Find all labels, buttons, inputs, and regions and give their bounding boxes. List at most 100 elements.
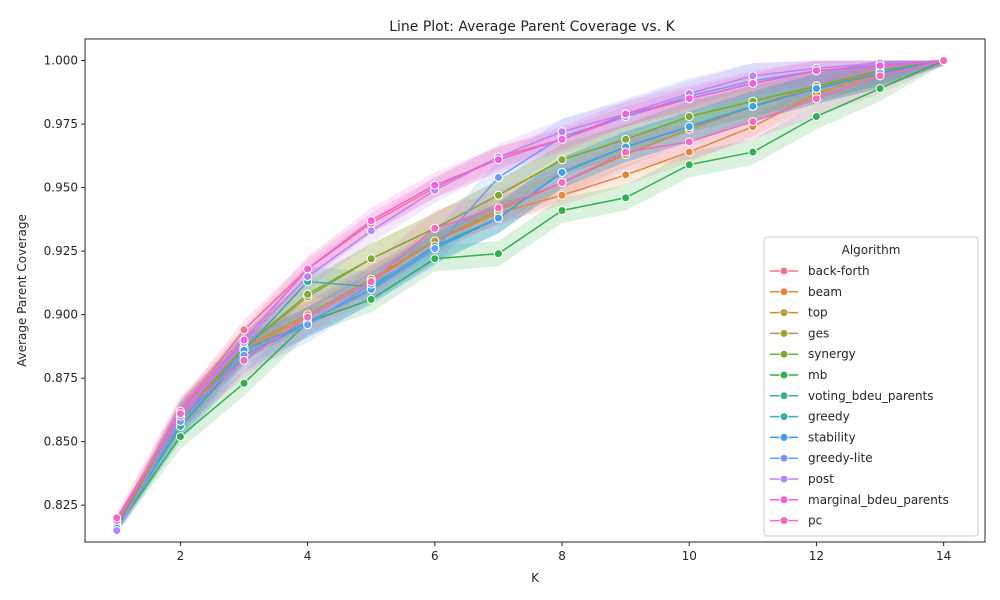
legend-items: back-forth beam top ges synergy mb voting_bdeu… xyxy=(770,264,949,528)
legend-box xyxy=(763,236,979,537)
data-point xyxy=(239,355,249,365)
data-point xyxy=(748,78,758,88)
x-tick-label: 12 xyxy=(809,549,824,563)
data-point xyxy=(557,167,567,177)
data-point xyxy=(621,170,631,180)
data-point xyxy=(684,160,694,170)
y-tick-label: 0.950 xyxy=(44,181,78,195)
data-point xyxy=(939,56,949,66)
legend-item: greedy xyxy=(770,410,850,424)
data-point xyxy=(239,335,249,345)
legend-marker xyxy=(779,328,789,338)
series-line-post xyxy=(116,59,944,531)
y-tick-label: 0.925 xyxy=(44,244,78,258)
legend-label: marginal_bdeu_parents xyxy=(808,493,949,507)
legend-label: ges xyxy=(808,326,829,340)
data-point xyxy=(493,172,503,182)
data-point xyxy=(811,84,821,94)
series-lines xyxy=(116,59,944,531)
data-point xyxy=(621,193,631,203)
series-line-pc xyxy=(116,59,944,519)
legend-label: synergy xyxy=(808,347,856,361)
y-tick-label: 0.875 xyxy=(44,371,78,385)
legend-item: voting_bdeu_parents xyxy=(770,389,934,403)
x-axis-ticks: 2 4 6 8 10 12 14 xyxy=(177,542,951,563)
legend-title: Algorithm xyxy=(842,243,901,257)
data-point xyxy=(557,127,567,137)
legend-item: synergy xyxy=(770,347,856,361)
legend-item: greedy-lite xyxy=(770,451,873,465)
data-point xyxy=(175,432,185,442)
legend-label: pc xyxy=(808,514,822,528)
data-point xyxy=(493,213,503,223)
data-point xyxy=(493,155,503,165)
confidence-band-greedy-lite xyxy=(116,60,944,536)
legend-marker xyxy=(779,266,789,276)
legend-marker xyxy=(779,287,789,297)
series-line-marginal_bdeu_parents xyxy=(116,59,944,521)
data-point xyxy=(748,117,758,127)
data-point xyxy=(366,277,376,287)
legend-item: top xyxy=(770,306,828,320)
legend-marker xyxy=(779,474,789,484)
series-points xyxy=(112,56,949,536)
y-tick-label: 0.900 xyxy=(44,308,78,322)
legend-label: beam xyxy=(808,285,842,299)
x-tick-label: 4 xyxy=(304,549,312,563)
data-point xyxy=(303,264,313,274)
legend-marker xyxy=(779,516,789,526)
legend-item: stability xyxy=(770,430,856,444)
data-point xyxy=(621,109,631,119)
data-point xyxy=(557,190,567,200)
y-tick-label: 0.975 xyxy=(44,117,78,131)
legend-marker xyxy=(779,412,789,422)
data-point xyxy=(684,111,694,121)
data-point xyxy=(493,249,503,259)
confidence-band-mb xyxy=(116,60,944,532)
legend-marker xyxy=(779,453,789,463)
legend-label: greedy-lite xyxy=(808,451,873,465)
data-point xyxy=(303,289,313,299)
plot-frame xyxy=(84,38,986,543)
legend-marker xyxy=(779,370,789,380)
data-point xyxy=(366,294,376,304)
data-point xyxy=(557,155,567,165)
series-line-top xyxy=(116,59,944,526)
legend-label: stability xyxy=(808,430,856,444)
x-tick-label: 8 xyxy=(558,549,566,563)
legend-item: pc xyxy=(770,514,822,528)
data-point xyxy=(430,244,440,254)
legend-label: voting_bdeu_parents xyxy=(808,389,934,403)
data-point xyxy=(557,178,567,188)
x-tick-label: 6 xyxy=(431,549,439,563)
legend: Algorithm back-forth beam top ges synergy mb v… xyxy=(763,236,979,537)
data-point xyxy=(112,526,122,536)
legend-marker xyxy=(779,495,789,505)
data-point xyxy=(684,94,694,104)
data-point xyxy=(875,84,885,94)
data-point xyxy=(239,325,249,335)
data-point xyxy=(621,134,631,144)
x-tick-label: 2 xyxy=(177,549,185,563)
data-point xyxy=(811,66,821,76)
data-point xyxy=(430,254,440,264)
legend-label: greedy xyxy=(808,410,850,424)
series-line-mb xyxy=(116,59,944,529)
legend-marker xyxy=(779,349,789,359)
data-point xyxy=(303,312,313,322)
data-point xyxy=(366,254,376,264)
data-point xyxy=(175,409,185,419)
data-point xyxy=(875,71,885,81)
y-tick-label: 0.825 xyxy=(44,498,78,512)
data-point xyxy=(684,137,694,147)
data-point xyxy=(430,223,440,233)
y-tick-label: 1.000 xyxy=(44,54,78,68)
legend-item: ges xyxy=(770,326,829,340)
data-point xyxy=(748,147,758,157)
legend-item: back-forth xyxy=(770,264,870,278)
legend-label: top xyxy=(808,306,828,320)
data-point xyxy=(748,101,758,111)
legend-label: mb xyxy=(808,368,827,382)
data-point xyxy=(557,205,567,215)
